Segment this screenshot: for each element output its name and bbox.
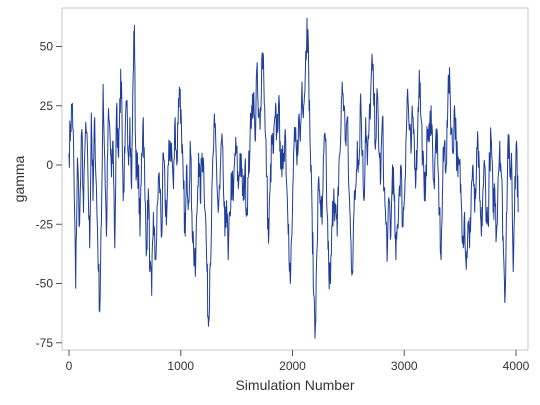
x-tick-label: 0 <box>66 359 73 373</box>
y-axis-title: gamma <box>11 155 27 202</box>
y-tick-label: -50 <box>36 277 54 291</box>
y-tick-label: 0 <box>46 158 53 172</box>
x-tick-label: 3000 <box>391 359 418 373</box>
y-tick-label: 25 <box>40 99 54 113</box>
series-line <box>68 17 519 339</box>
x-tick-label: 4000 <box>503 359 530 373</box>
y-tick-label: 50 <box>40 40 54 54</box>
y-axis: -75 -50 -25 0 25 50 <box>36 40 62 350</box>
x-axis: 0 1000 2000 3000 4000 <box>66 350 530 373</box>
x-tick-label: 1000 <box>167 359 194 373</box>
x-tick-label: 2000 <box>279 359 306 373</box>
y-tick-label: -25 <box>36 217 54 231</box>
plot-frame <box>61 7 529 351</box>
x-axis-title: Simulation Number <box>235 377 354 393</box>
y-tick-label: -75 <box>36 336 54 350</box>
